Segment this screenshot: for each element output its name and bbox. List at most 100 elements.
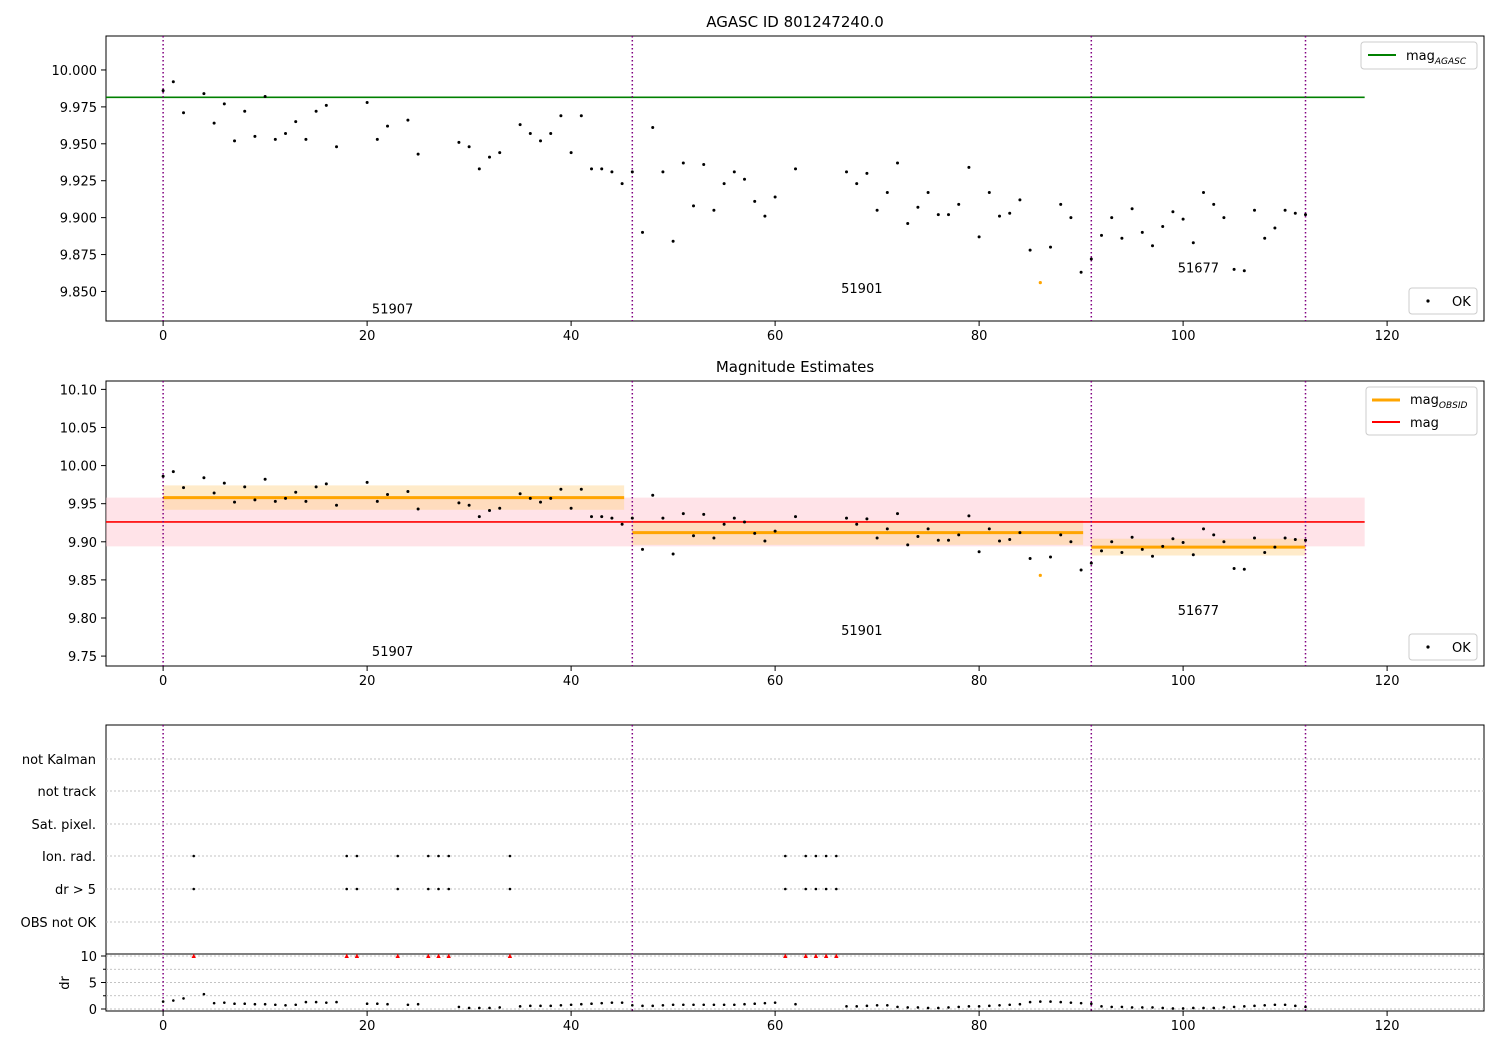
y-tick-label: 9.875 [60, 249, 97, 264]
dr-tick-label: 5 [89, 977, 97, 992]
data-point [896, 512, 900, 516]
data-point [1253, 208, 1257, 212]
data-point [1008, 538, 1012, 542]
dr-point [926, 1006, 930, 1010]
data-point [732, 516, 736, 520]
dr-point [620, 1001, 624, 1004]
data-point [477, 167, 481, 171]
dr-point [1079, 1001, 1083, 1005]
x-tick-label: 60 [767, 674, 784, 689]
dr-point [651, 1004, 655, 1008]
data-point [1161, 544, 1165, 548]
data-point [1069, 216, 1073, 220]
data-point [1202, 191, 1206, 195]
data-point [1110, 540, 1114, 544]
flag-point [437, 854, 440, 858]
data-point [743, 520, 747, 524]
data-point [916, 205, 920, 209]
flag-point [427, 854, 430, 858]
legend-label-mag: mag [1410, 416, 1439, 431]
dr-point [559, 1003, 563, 1007]
dr-point [682, 1003, 685, 1007]
data-point [1049, 245, 1053, 249]
data-point [416, 152, 420, 156]
dr-point [1059, 1000, 1063, 1004]
dr-clipped-marker [813, 953, 819, 958]
data-point [294, 490, 298, 494]
data-point [212, 121, 216, 125]
flag-point [396, 887, 400, 891]
flag-point [192, 854, 196, 858]
dr-clipped-marker [507, 953, 513, 958]
panel-agasc-plot-area: 51907 51901 51677 9.850 9.875 9.900 9.925 9.950… [52, 36, 1400, 344]
data-point [1018, 198, 1022, 202]
data-point [202, 476, 206, 480]
data-point [539, 139, 543, 143]
dr-point [1130, 1006, 1134, 1009]
flag-point [437, 887, 440, 891]
data-point [386, 493, 390, 497]
dr-point [518, 1005, 522, 1008]
data-point-flagged [1038, 281, 1042, 285]
data-point [1079, 270, 1083, 274]
x-tick-label: 100 [1171, 1019, 1196, 1034]
data-point [692, 204, 696, 208]
flag-label: dr > 5 [55, 883, 96, 898]
data-point [222, 102, 226, 106]
data-point [528, 496, 532, 500]
obsid-label: 51901 [841, 282, 882, 297]
dr-point [702, 1003, 706, 1007]
data-point [875, 536, 879, 540]
y-tick-label: 9.95 [68, 498, 97, 513]
data-point [712, 536, 716, 540]
data-point [365, 480, 369, 484]
dr-point [569, 1003, 573, 1007]
dr-point [967, 1005, 971, 1008]
data-point [641, 230, 645, 234]
dr-point [763, 1001, 767, 1005]
dr-point [243, 1002, 247, 1005]
flag-point [345, 854, 349, 858]
data-point [1120, 236, 1124, 240]
flag-label: Sat. pixel. [32, 818, 96, 833]
legend-marker-ok [1426, 645, 1430, 649]
flag-point [355, 887, 359, 891]
x-tick-label: 120 [1375, 1019, 1400, 1034]
data-point [467, 503, 471, 507]
data-point [202, 92, 206, 96]
data-point [263, 95, 267, 99]
data-point [1293, 211, 1297, 215]
flag-point [427, 887, 430, 891]
legend-box [1408, 287, 1478, 315]
dr-clipped-marker [344, 953, 349, 958]
dr-point [865, 1004, 869, 1008]
dr-point [1253, 1004, 1256, 1008]
data-point [243, 109, 247, 113]
data-point [1008, 211, 1012, 215]
x-tick-label: 20 [359, 1019, 376, 1034]
data-point [1089, 561, 1093, 565]
data-point [1059, 202, 1063, 206]
data-point [1171, 210, 1175, 214]
data-point [324, 482, 328, 486]
dr-clipped-marker [191, 953, 196, 958]
dr-point [498, 1006, 502, 1009]
dr-clipped-marker [823, 953, 829, 958]
dr-point [467, 1006, 471, 1010]
dr-point [539, 1004, 542, 1008]
data-point [1079, 568, 1083, 572]
dr-point [1283, 1003, 1287, 1007]
data-point [926, 191, 930, 195]
y-tick-label: 9.950 [60, 138, 97, 153]
data-point [1181, 541, 1185, 545]
dr-point [212, 1001, 216, 1005]
dr-point [182, 997, 185, 1000]
x-tick-label: 100 [1171, 674, 1196, 689]
data-point [753, 531, 757, 535]
dr-clipped-marker [354, 953, 360, 958]
panel-agasc-legend-top: magAGASC [1360, 41, 1478, 70]
dr-clipped-marker [426, 953, 431, 958]
data-point [743, 177, 747, 181]
dr-point [1151, 1006, 1154, 1009]
flag-point [508, 854, 512, 858]
